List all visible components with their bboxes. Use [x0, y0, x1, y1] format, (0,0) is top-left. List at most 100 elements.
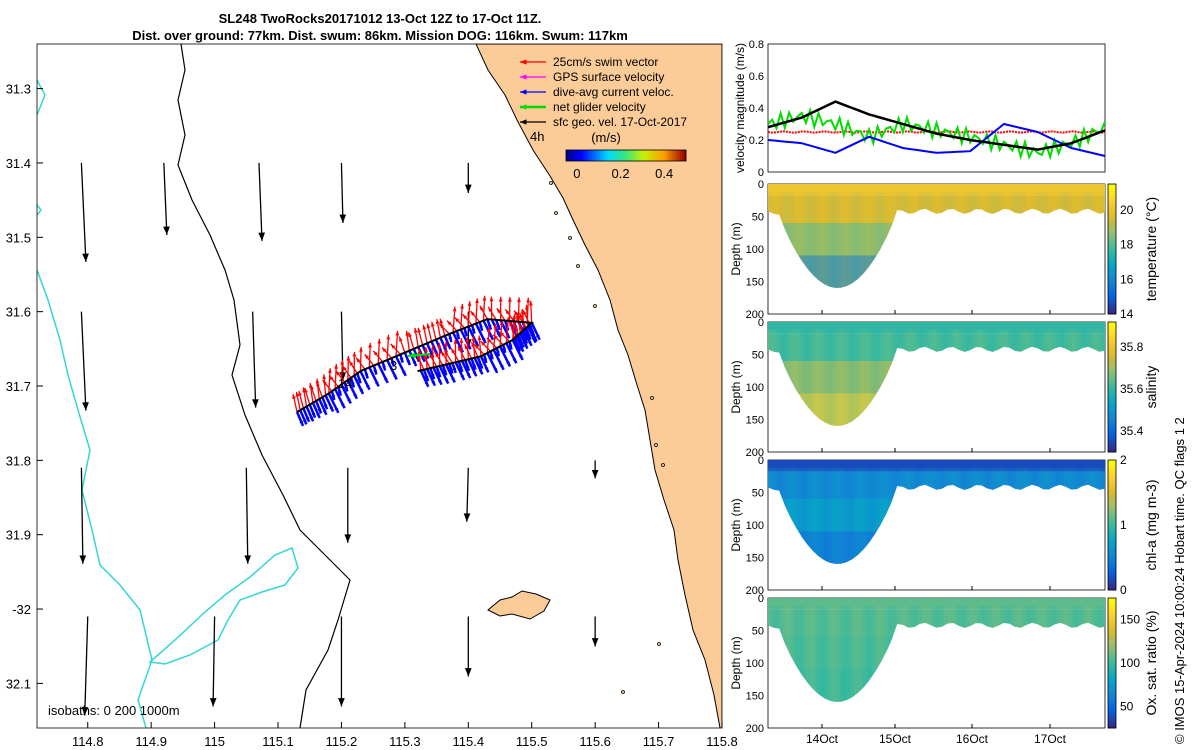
- dive-avg-vector: [441, 364, 448, 376]
- colorbar-segment: [1108, 633, 1116, 638]
- swim-vector: [489, 296, 494, 320]
- colorbar-segment: [1108, 432, 1116, 437]
- swim-vector: [509, 321, 516, 339]
- y-tick-label: 0.8: [749, 39, 764, 51]
- section-texture: [805, 330, 810, 426]
- swim-vector: [477, 335, 482, 357]
- dive-avg-vector: [482, 354, 488, 364]
- swim-vector: [381, 347, 393, 359]
- section-texture: [869, 468, 873, 564]
- x-tick-label: 115.7: [643, 734, 675, 749]
- dive-avg-vector: [474, 322, 487, 344]
- section-texture: [797, 468, 802, 564]
- swim-vector: [422, 324, 428, 344]
- colorbar-segment: [674, 150, 677, 161]
- colorbar-segment: [1108, 226, 1116, 230]
- colorbar-segment: [1108, 197, 1116, 201]
- colorbar-segment: [1108, 393, 1116, 398]
- colorbar-segment: [632, 150, 635, 161]
- swim-vector: [395, 330, 400, 357]
- swim-vector: [346, 355, 351, 381]
- colorbar-segment: [1108, 409, 1116, 414]
- colorbar-segment: [620, 150, 623, 161]
- swim-vector: [454, 317, 465, 329]
- colorbar-segment: [1108, 489, 1116, 493]
- section-texture: [790, 192, 795, 288]
- swim-vector: [295, 391, 301, 411]
- section-texture: [850, 192, 855, 288]
- swim-vector: [352, 351, 357, 376]
- colorbar-segment: [1108, 598, 1116, 602]
- section-texture: [809, 192, 813, 288]
- section-texture: [865, 606, 870, 702]
- section-texture: [865, 192, 870, 288]
- colorbar-segment: [1108, 611, 1116, 615]
- colorbar-segment: [1108, 630, 1116, 635]
- dive-avg-vector: [498, 345, 512, 367]
- colorbar-segment: [1108, 541, 1116, 545]
- depth-tick-label: 50: [752, 626, 764, 638]
- swim-vector: [386, 334, 391, 361]
- section-texture: [872, 330, 877, 426]
- dive-avg-vector: [353, 375, 365, 395]
- swim-vector: [335, 370, 346, 383]
- section-texture: [880, 330, 885, 426]
- geo-vector: [464, 162, 472, 193]
- depth-tick-label: 50: [752, 212, 764, 224]
- time-tick-label: 14Oct: [806, 732, 839, 746]
- dive-avg-vector: [429, 367, 436, 380]
- depth-tick-label: 200: [746, 723, 764, 735]
- colorbar-segment: [1108, 547, 1116, 552]
- legend-label: sfc geo. vel. 17-Oct-2017: [553, 115, 687, 129]
- swim-vector: [479, 305, 488, 320]
- colorbar-segment: [650, 150, 653, 161]
- colorbar-segment: [680, 150, 683, 161]
- colorbar-segment: [588, 150, 591, 161]
- geo-vector: [339, 162, 347, 223]
- dive-avg-vector: [467, 358, 478, 377]
- section-texture: [831, 330, 836, 426]
- x-tick-label: 115.2: [326, 734, 358, 749]
- swim-vector: [440, 350, 450, 365]
- geo-vector: [79, 467, 87, 564]
- colorbar-segment: [610, 150, 613, 161]
- colorbar-segment: [1108, 307, 1116, 312]
- chla-colorbar: 0 1 2 chl-a (mg m-3): [1107, 453, 1159, 597]
- colorbar-label: Ox. sat. ratio (%): [1143, 610, 1159, 715]
- colorbar-segment: [1108, 301, 1116, 305]
- section-texture: [869, 192, 873, 288]
- section-texture: [839, 330, 843, 426]
- colorbar-segment: [1108, 338, 1116, 342]
- x-tick-label: 115.8: [706, 734, 738, 749]
- depth-tick-label: 150: [746, 415, 764, 427]
- section-texture: [872, 468, 877, 564]
- colorbar-segment: [1108, 380, 1116, 385]
- dive-avg-vector: [478, 321, 484, 332]
- colorbar-segment: [1108, 601, 1116, 605]
- geo-vector: [81, 616, 89, 716]
- colorbar-segment: [1108, 499, 1116, 503]
- colorbar-segment: [652, 150, 655, 161]
- speed-colorbar: (m/s) 0 0.2 0.4: [565, 130, 687, 181]
- colorbar-segment: [666, 150, 669, 161]
- dive-avg-vector: [505, 342, 518, 364]
- section-texture: [835, 192, 840, 288]
- section-texture: [865, 468, 870, 564]
- section-texture: [805, 468, 810, 564]
- colorbar-segment: [1108, 508, 1116, 513]
- colorbar-segment: [1108, 354, 1116, 359]
- colorbar-segment: [1108, 534, 1116, 539]
- colorbar-segment: [1108, 435, 1116, 440]
- section-texture: [827, 192, 832, 288]
- colorbar-segment: [1108, 370, 1116, 375]
- colorbar-tick-label: 1: [1120, 518, 1127, 532]
- geo-vector: [464, 616, 472, 677]
- land-mass: [475, 44, 722, 728]
- swim-vector: [507, 297, 512, 321]
- dive-avg-vector: [346, 379, 359, 400]
- islet: [554, 211, 558, 215]
- section-texture: [846, 468, 851, 564]
- colorbar-segment: [576, 150, 579, 161]
